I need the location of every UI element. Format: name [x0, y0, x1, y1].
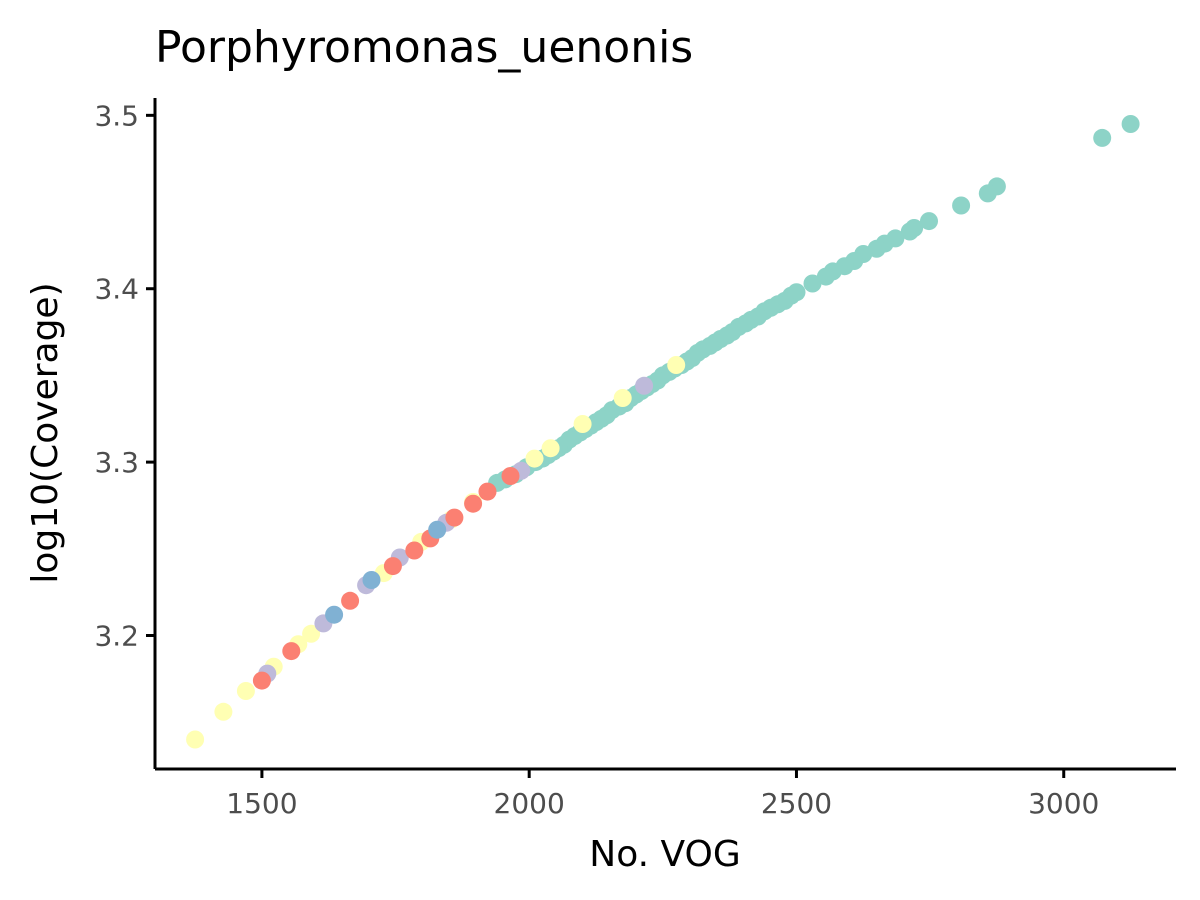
data-point [803, 274, 822, 293]
data-point [952, 196, 971, 215]
data-point [186, 730, 205, 749]
data-point [325, 605, 344, 624]
data-point [1093, 128, 1112, 147]
data-point [252, 671, 271, 690]
data-point [541, 439, 560, 458]
x-tick-label: 1500 [226, 787, 297, 820]
data-point [573, 415, 592, 433]
data-point [613, 389, 632, 407]
data-point [635, 376, 654, 395]
y-tick-label: 3.3 [94, 446, 139, 479]
y-tick-label: 3.5 [94, 99, 139, 132]
y-tick-label: 3.4 [94, 273, 139, 306]
data-point [667, 356, 686, 374]
data-point [920, 212, 938, 231]
data-point [236, 682, 255, 700]
chart-title: Porphyromonas_uenonis [155, 22, 693, 73]
data-point [282, 642, 301, 661]
data-point [501, 467, 520, 485]
x-tick-label: 2500 [761, 787, 832, 820]
data-point [362, 571, 381, 589]
data-point [478, 482, 497, 501]
y-tick-label: 3.2 [94, 619, 139, 652]
data-point [428, 520, 447, 539]
data-point [525, 449, 544, 468]
data-point [1121, 115, 1140, 133]
data-point [445, 508, 464, 527]
data-point [383, 557, 402, 576]
data-point [900, 222, 919, 241]
y-axis-ticks: 3.2 3.3 3.4 3.5 [94, 99, 155, 652]
x-tick-label: 3000 [1028, 787, 1099, 820]
data-point [978, 184, 997, 203]
y-axis-title: log10(Coverage) [25, 282, 66, 583]
x-axis-ticks: 1500 2000 2500 3000 [226, 769, 1099, 820]
data-point [464, 494, 483, 513]
points-layer [186, 115, 1140, 749]
data-point [302, 624, 321, 643]
x-axis-title: No. VOG [589, 834, 740, 875]
data-point [816, 267, 835, 286]
data-point [341, 591, 360, 610]
x-tick-label: 2000 [494, 787, 565, 820]
data-point [214, 702, 233, 721]
data-point [405, 541, 424, 560]
